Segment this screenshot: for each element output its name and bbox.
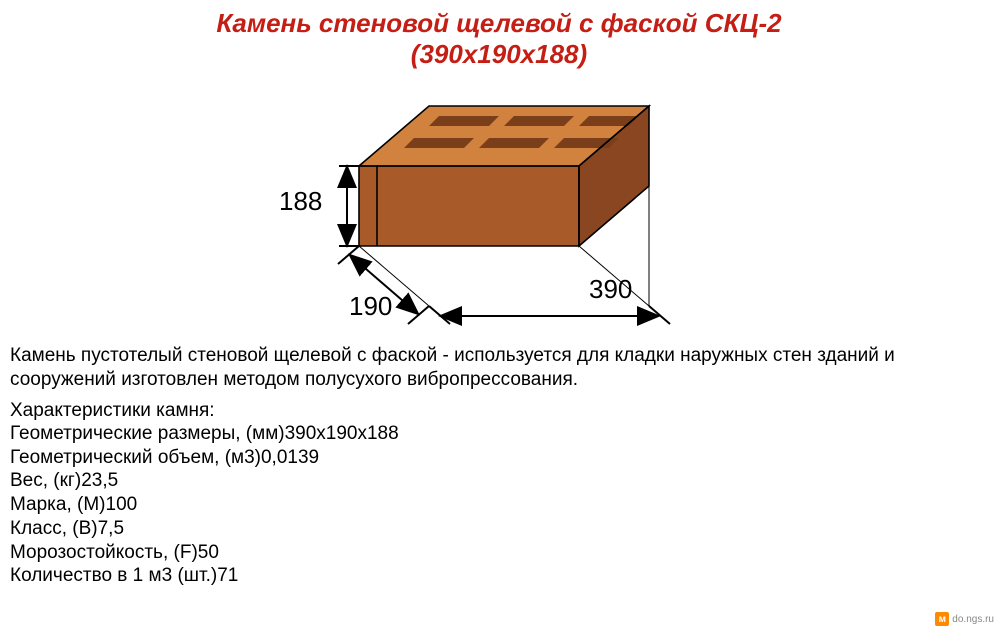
- dim-height: [339, 166, 359, 246]
- spec-row: Количество в 1 м3 (шт.)71: [10, 564, 988, 588]
- spec-label: Марка, (М): [10, 494, 106, 515]
- spec-row: Геометрический объем, (м3)0,0139: [10, 446, 988, 470]
- watermark: м do.ngs.ru: [935, 612, 994, 626]
- spec-label: Класс, (В): [10, 518, 98, 539]
- title-line-1: Камень стеновой щелевой с фаской СКЦ-2: [0, 8, 998, 39]
- spec-label: Морозостойкость, (F): [10, 542, 198, 563]
- spec-value: 390х190х188: [285, 423, 399, 444]
- spec-value: 50: [198, 542, 219, 563]
- dim-length: [429, 306, 670, 324]
- specs-list: Геометрические размеры, (мм)390х190х188Г…: [0, 422, 998, 588]
- title-line-2: (390х190х188): [0, 39, 998, 70]
- spec-row: Морозостойкость, (F)50: [10, 541, 988, 565]
- spec-row: Геометрические размеры, (мм)390х190х188: [10, 422, 988, 446]
- spec-row: Класс, (В)7,5: [10, 517, 988, 541]
- spec-value: 23,5: [81, 470, 118, 491]
- brick-diagram: 188 190 390: [239, 76, 759, 336]
- spec-row: Вес, (кг)23,5: [10, 469, 988, 493]
- watermark-badge: м: [935, 612, 949, 626]
- dim-height-label: 188: [279, 186, 322, 217]
- spec-value: 0,0139: [261, 447, 319, 468]
- spec-label: Вес, (кг): [10, 470, 81, 491]
- main-title: Камень стеновой щелевой с фаской СКЦ-2 (…: [0, 0, 998, 70]
- dim-width-label: 190: [349, 291, 392, 322]
- spec-label: Геометрические размеры, (мм): [10, 423, 285, 444]
- spec-value: 71: [217, 565, 238, 586]
- spec-value: 100: [106, 494, 138, 515]
- dim-length-label: 390: [589, 274, 632, 305]
- description-paragraph: Камень пустотелый стеновой щелевой с фас…: [0, 336, 998, 392]
- spec-label: Геометрический объем, (м3): [10, 447, 261, 468]
- specs-title: Характеристики камня:: [0, 392, 998, 422]
- spec-label: Количество в 1 м3 (шт.): [10, 565, 217, 586]
- spec-value: 7,5: [98, 518, 124, 539]
- spec-row: Марка, (М)100: [10, 493, 988, 517]
- watermark-text: do.ngs.ru: [952, 614, 994, 625]
- brick-front-face: [359, 166, 579, 246]
